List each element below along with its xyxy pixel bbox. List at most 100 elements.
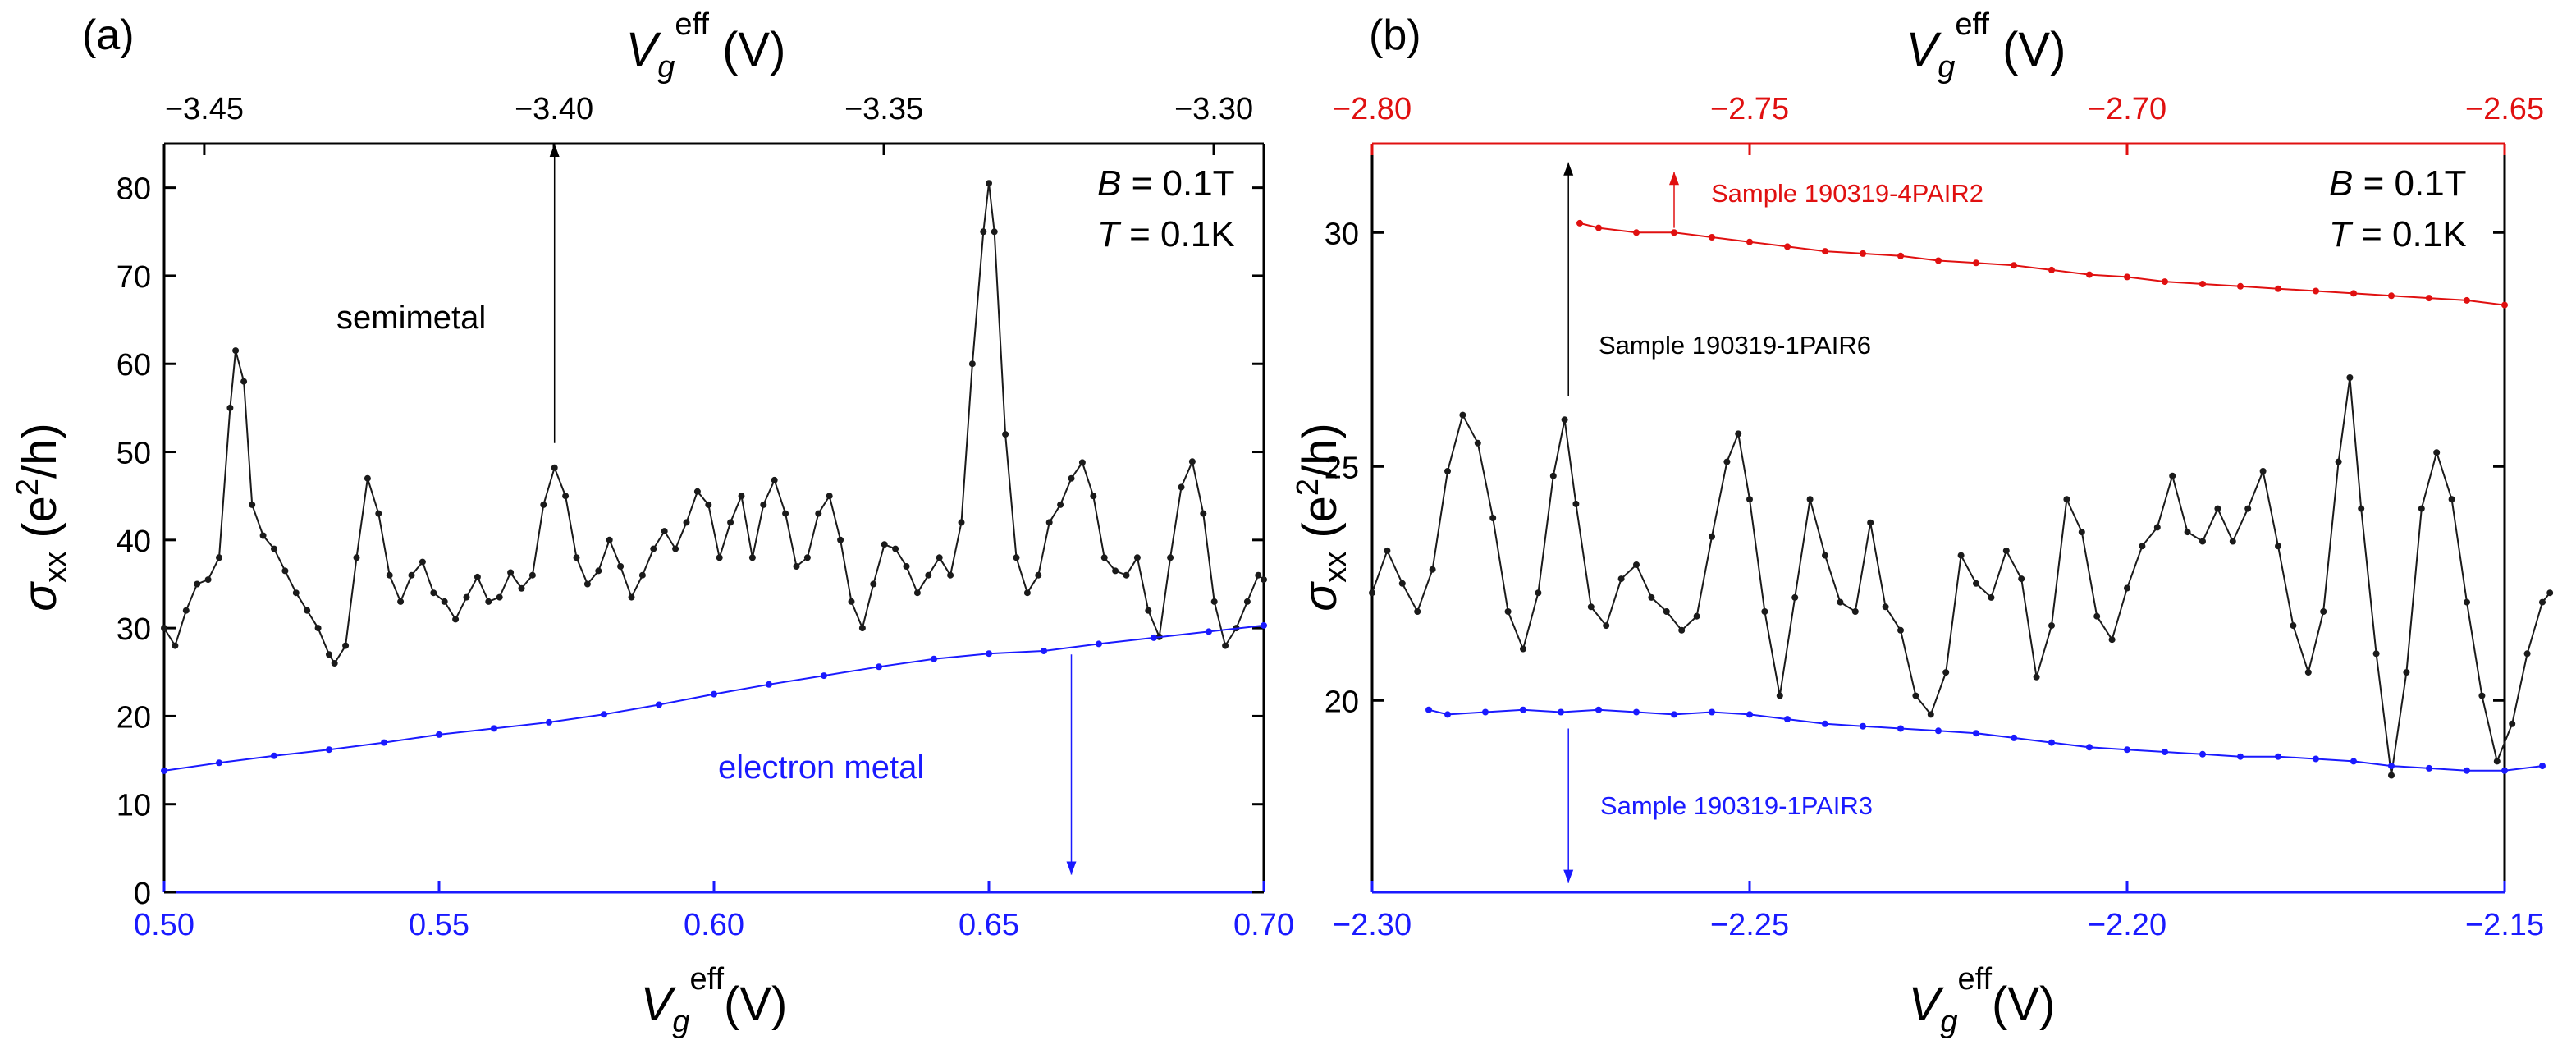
series-sample-190319-1pair6 (1369, 374, 2554, 779)
series-sample-190319-1pair6-point (2275, 543, 2281, 550)
series-sample-190319-1pair6-point (1746, 496, 1753, 503)
series-semimetal-point (1057, 501, 1064, 508)
series-sample-190319-1pair6-point (1822, 552, 1828, 559)
series-sample-190319-4pair2-point (1822, 248, 1828, 255)
series-semimetal-point (540, 501, 547, 508)
series-semimetal-point (1200, 510, 1207, 517)
panel-a-y-tick-label: 80 (117, 172, 151, 207)
series-semimetal-point (326, 651, 332, 658)
panel-a-y-axis-title: σxx (e2/h) (11, 423, 73, 612)
series-sample-190319-1pair6-point (2418, 505, 2425, 512)
annotation-electron-metal-label: electron metal (718, 749, 924, 786)
series-sample-190319-4pair2-point (2350, 290, 2357, 297)
series-semimetal-point (826, 493, 833, 500)
series-sample-190319-1pair6-point (2214, 505, 2221, 512)
series-sample-190319-1pair6-point (2358, 505, 2365, 512)
series-semimetal-point (232, 347, 240, 355)
series-semimetal-point (968, 360, 976, 368)
series-sample-190319-1pair6-point (1414, 608, 1421, 615)
series-sample-190319-1pair3-point (2124, 746, 2130, 754)
panel-b-top-axis-title: Vgeff (V) (1906, 7, 2066, 85)
series-sample-190319-4pair2-point (2426, 295, 2432, 302)
series-sample-190319-1pair6-point (2259, 468, 2267, 474)
series-semimetal-point (507, 569, 515, 576)
series-sample-190319-1pair6-point (1988, 593, 1995, 601)
series-sample-190319-1pair6-point (2078, 529, 2085, 536)
series-sample-190319-4pair2-line (1579, 222, 2505, 306)
series-sample-190319-4pair2-point (1633, 229, 1640, 236)
annotation-semimetal-arrow-head (549, 144, 560, 157)
series-semimetal-point (528, 571, 536, 579)
panel-b-y-tick-label: 20 (1325, 685, 1359, 719)
series-sample-190319-4pair2-point (1595, 224, 1602, 231)
series-sample-190319-4pair2-point (1709, 234, 1715, 241)
panel-b-bottom-axis-title: Vgeff(V) (1909, 962, 2056, 1039)
series-sample-190319-1pair6-point (1791, 593, 1799, 601)
series-semimetal-point (803, 554, 811, 561)
series-sample-190319-1pair6-point (2290, 622, 2297, 630)
series-sample-190319-1pair6-point (2229, 538, 2236, 545)
series-sample-190319-1pair3-point (1822, 720, 1828, 727)
series-semimetal-point (991, 228, 998, 236)
series-sample-190319-1pair6-point (1561, 416, 1568, 424)
series-sample-190319-1pair6-point (2018, 575, 2025, 583)
panel-a-top-tick-label: −3.35 (844, 92, 923, 126)
series-semimetal-point (259, 532, 267, 539)
series-semimetal-point (342, 642, 350, 649)
series-electron-metal-point (271, 752, 277, 759)
series-semimetal-point (364, 474, 371, 482)
series-semimetal-point (562, 493, 570, 500)
series-sample-190319-1pair6-point (2153, 524, 2161, 531)
series-sample-190319-1pair6-point (1957, 552, 1965, 559)
series-sample-190319-1pair6-point (2169, 472, 2176, 479)
panel-b-x-tick-label: −2.15 (2465, 908, 2544, 942)
series-sample-190319-1pair6-point (2539, 598, 2546, 606)
series-semimetal-point (226, 404, 234, 411)
series-sample-190319-1pair3-point (1633, 708, 1640, 716)
series-sample-190319-4pair2-point (1935, 257, 1942, 264)
series-sample-190319-1pair3-point (2275, 753, 2281, 760)
series-semimetal-point (1100, 554, 1108, 561)
series-sample-190319-1pair3-point (2086, 744, 2093, 751)
series-sample-190319-4pair2-point (2162, 278, 2168, 286)
panel-a-y-tick-label: 0 (134, 877, 151, 911)
series-semimetal-point (595, 567, 602, 575)
series-sample-190319-1pair6-point (1912, 692, 1919, 699)
series-sample-190319-1pair3-point (1709, 708, 1715, 716)
series-sample-190319-1pair3-point (2313, 755, 2319, 763)
series-sample-190319-1pair6-point (1603, 622, 1610, 630)
series-sample-190319-1pair6-point (1663, 608, 1670, 615)
series-semimetal-point (1222, 642, 1229, 649)
series-semimetal-point (353, 554, 360, 561)
series-semimetal-point (1112, 567, 1119, 575)
series-sample-190319-1pair6-point (1489, 515, 1497, 521)
series-semimetal-point (628, 593, 635, 601)
series-semimetal-point (375, 510, 382, 517)
panel-b-ticks: −2.30 −2.25 −2.20 −2.15 20 25 30 −2.80 −2.75 −2.7… (1325, 92, 2544, 942)
series-sample-190319-1pair6-point (2493, 758, 2501, 765)
series-semimetal-point (496, 593, 503, 601)
series-electron-metal (161, 621, 1267, 774)
series-semimetal-point (1133, 554, 1141, 561)
series-electron-metal-point (546, 718, 552, 726)
panel-b-annotations: Sample 190319-4PAIR2 Sample 190319-1PAIR6… (1563, 162, 1983, 883)
series-sample-190319-1pair6-point (2048, 622, 2055, 630)
series-sample-190319-1pair3-point (1935, 727, 1942, 735)
series-sample-190319-1pair6-point (1520, 645, 1526, 653)
panel-a-y-tick-label: 50 (117, 437, 151, 471)
series-sample-190319-4pair2-point (2237, 282, 2244, 290)
series-sample-190319-1pair6-point (2478, 692, 2486, 699)
series-semimetal-point (1035, 571, 1042, 579)
series-sample-190319-1pair6-point (2464, 598, 2470, 606)
series-sample-190319-1pair6-point (1942, 669, 1950, 676)
series-semimetal-point (913, 589, 921, 597)
panel-a-top-axis-title: Vgeff (V) (626, 7, 786, 85)
series-semimetal-point (1023, 589, 1031, 597)
series-semimetal-point (441, 598, 448, 605)
series-semimetal-point (518, 584, 525, 592)
series-sample-190319-1pair3-point (1746, 711, 1753, 718)
panel-a-annotations: semimetal electron metal (336, 144, 1077, 875)
series-sample-190319-4pair2-point (2388, 292, 2395, 300)
series-semimetal-point (760, 501, 767, 508)
